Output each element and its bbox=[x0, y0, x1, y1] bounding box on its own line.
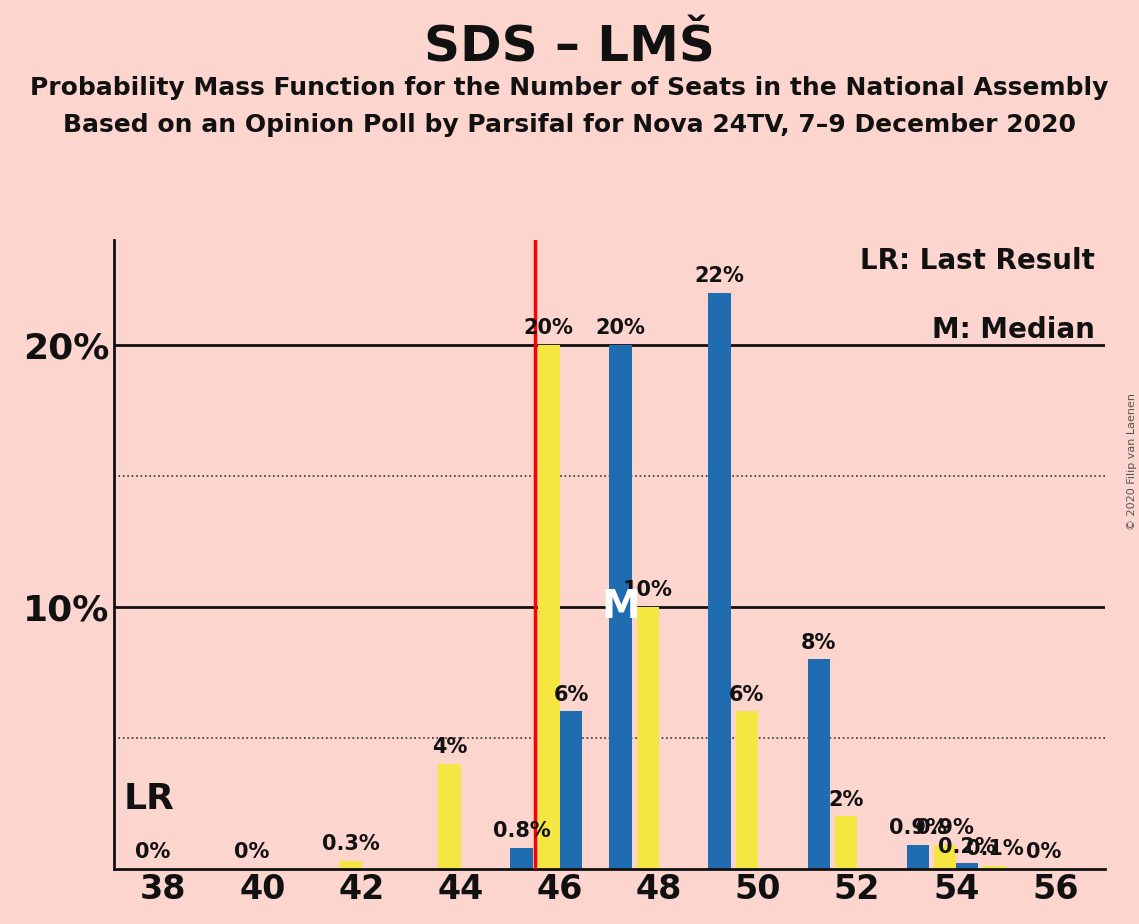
Text: 0%: 0% bbox=[1026, 842, 1062, 862]
Text: Probability Mass Function for the Number of Seats in the National Assembly: Probability Mass Function for the Number… bbox=[31, 76, 1108, 100]
Text: SDS – LMŠ: SDS – LMŠ bbox=[424, 23, 715, 71]
Text: 0.9%: 0.9% bbox=[888, 819, 947, 838]
Text: 0.1%: 0.1% bbox=[966, 839, 1024, 859]
Text: 0.2%: 0.2% bbox=[939, 837, 997, 857]
Text: 0.8%: 0.8% bbox=[492, 821, 550, 841]
Bar bbox=[983, 866, 1006, 869]
Text: 2%: 2% bbox=[828, 790, 863, 809]
Text: Based on an Opinion Poll by Parsifal for Nova 24TV, 7–9 December 2020: Based on an Opinion Poll by Parsifal for… bbox=[63, 113, 1076, 137]
Text: 0%: 0% bbox=[134, 842, 170, 862]
Text: LR: LR bbox=[124, 783, 174, 816]
Text: 0.3%: 0.3% bbox=[321, 834, 379, 854]
Bar bbox=[609, 345, 632, 869]
Bar bbox=[439, 764, 461, 869]
Bar bbox=[538, 345, 560, 869]
Text: 8%: 8% bbox=[801, 633, 836, 652]
Text: LR: Last Result: LR: Last Result bbox=[860, 247, 1095, 274]
Bar bbox=[907, 845, 929, 869]
Text: 0%: 0% bbox=[233, 842, 269, 862]
Text: 10%: 10% bbox=[623, 580, 673, 601]
Bar bbox=[339, 861, 362, 869]
Bar bbox=[934, 845, 957, 869]
Text: 6%: 6% bbox=[729, 685, 764, 705]
Text: 0.9%: 0.9% bbox=[916, 819, 974, 838]
Text: M: M bbox=[601, 588, 640, 626]
Text: M: Median: M: Median bbox=[932, 316, 1095, 344]
Bar bbox=[510, 847, 533, 869]
Bar bbox=[708, 293, 731, 869]
Text: 20%: 20% bbox=[596, 319, 646, 338]
Bar bbox=[736, 711, 759, 869]
Bar bbox=[637, 607, 659, 869]
Text: 20%: 20% bbox=[524, 319, 574, 338]
Text: 22%: 22% bbox=[695, 266, 745, 286]
Bar bbox=[957, 863, 978, 869]
Text: © 2020 Filip van Laenen: © 2020 Filip van Laenen bbox=[1126, 394, 1137, 530]
Text: 4%: 4% bbox=[432, 737, 467, 758]
Bar bbox=[560, 711, 582, 869]
Bar bbox=[835, 816, 858, 869]
Text: 6%: 6% bbox=[554, 685, 589, 705]
Bar bbox=[808, 659, 830, 869]
